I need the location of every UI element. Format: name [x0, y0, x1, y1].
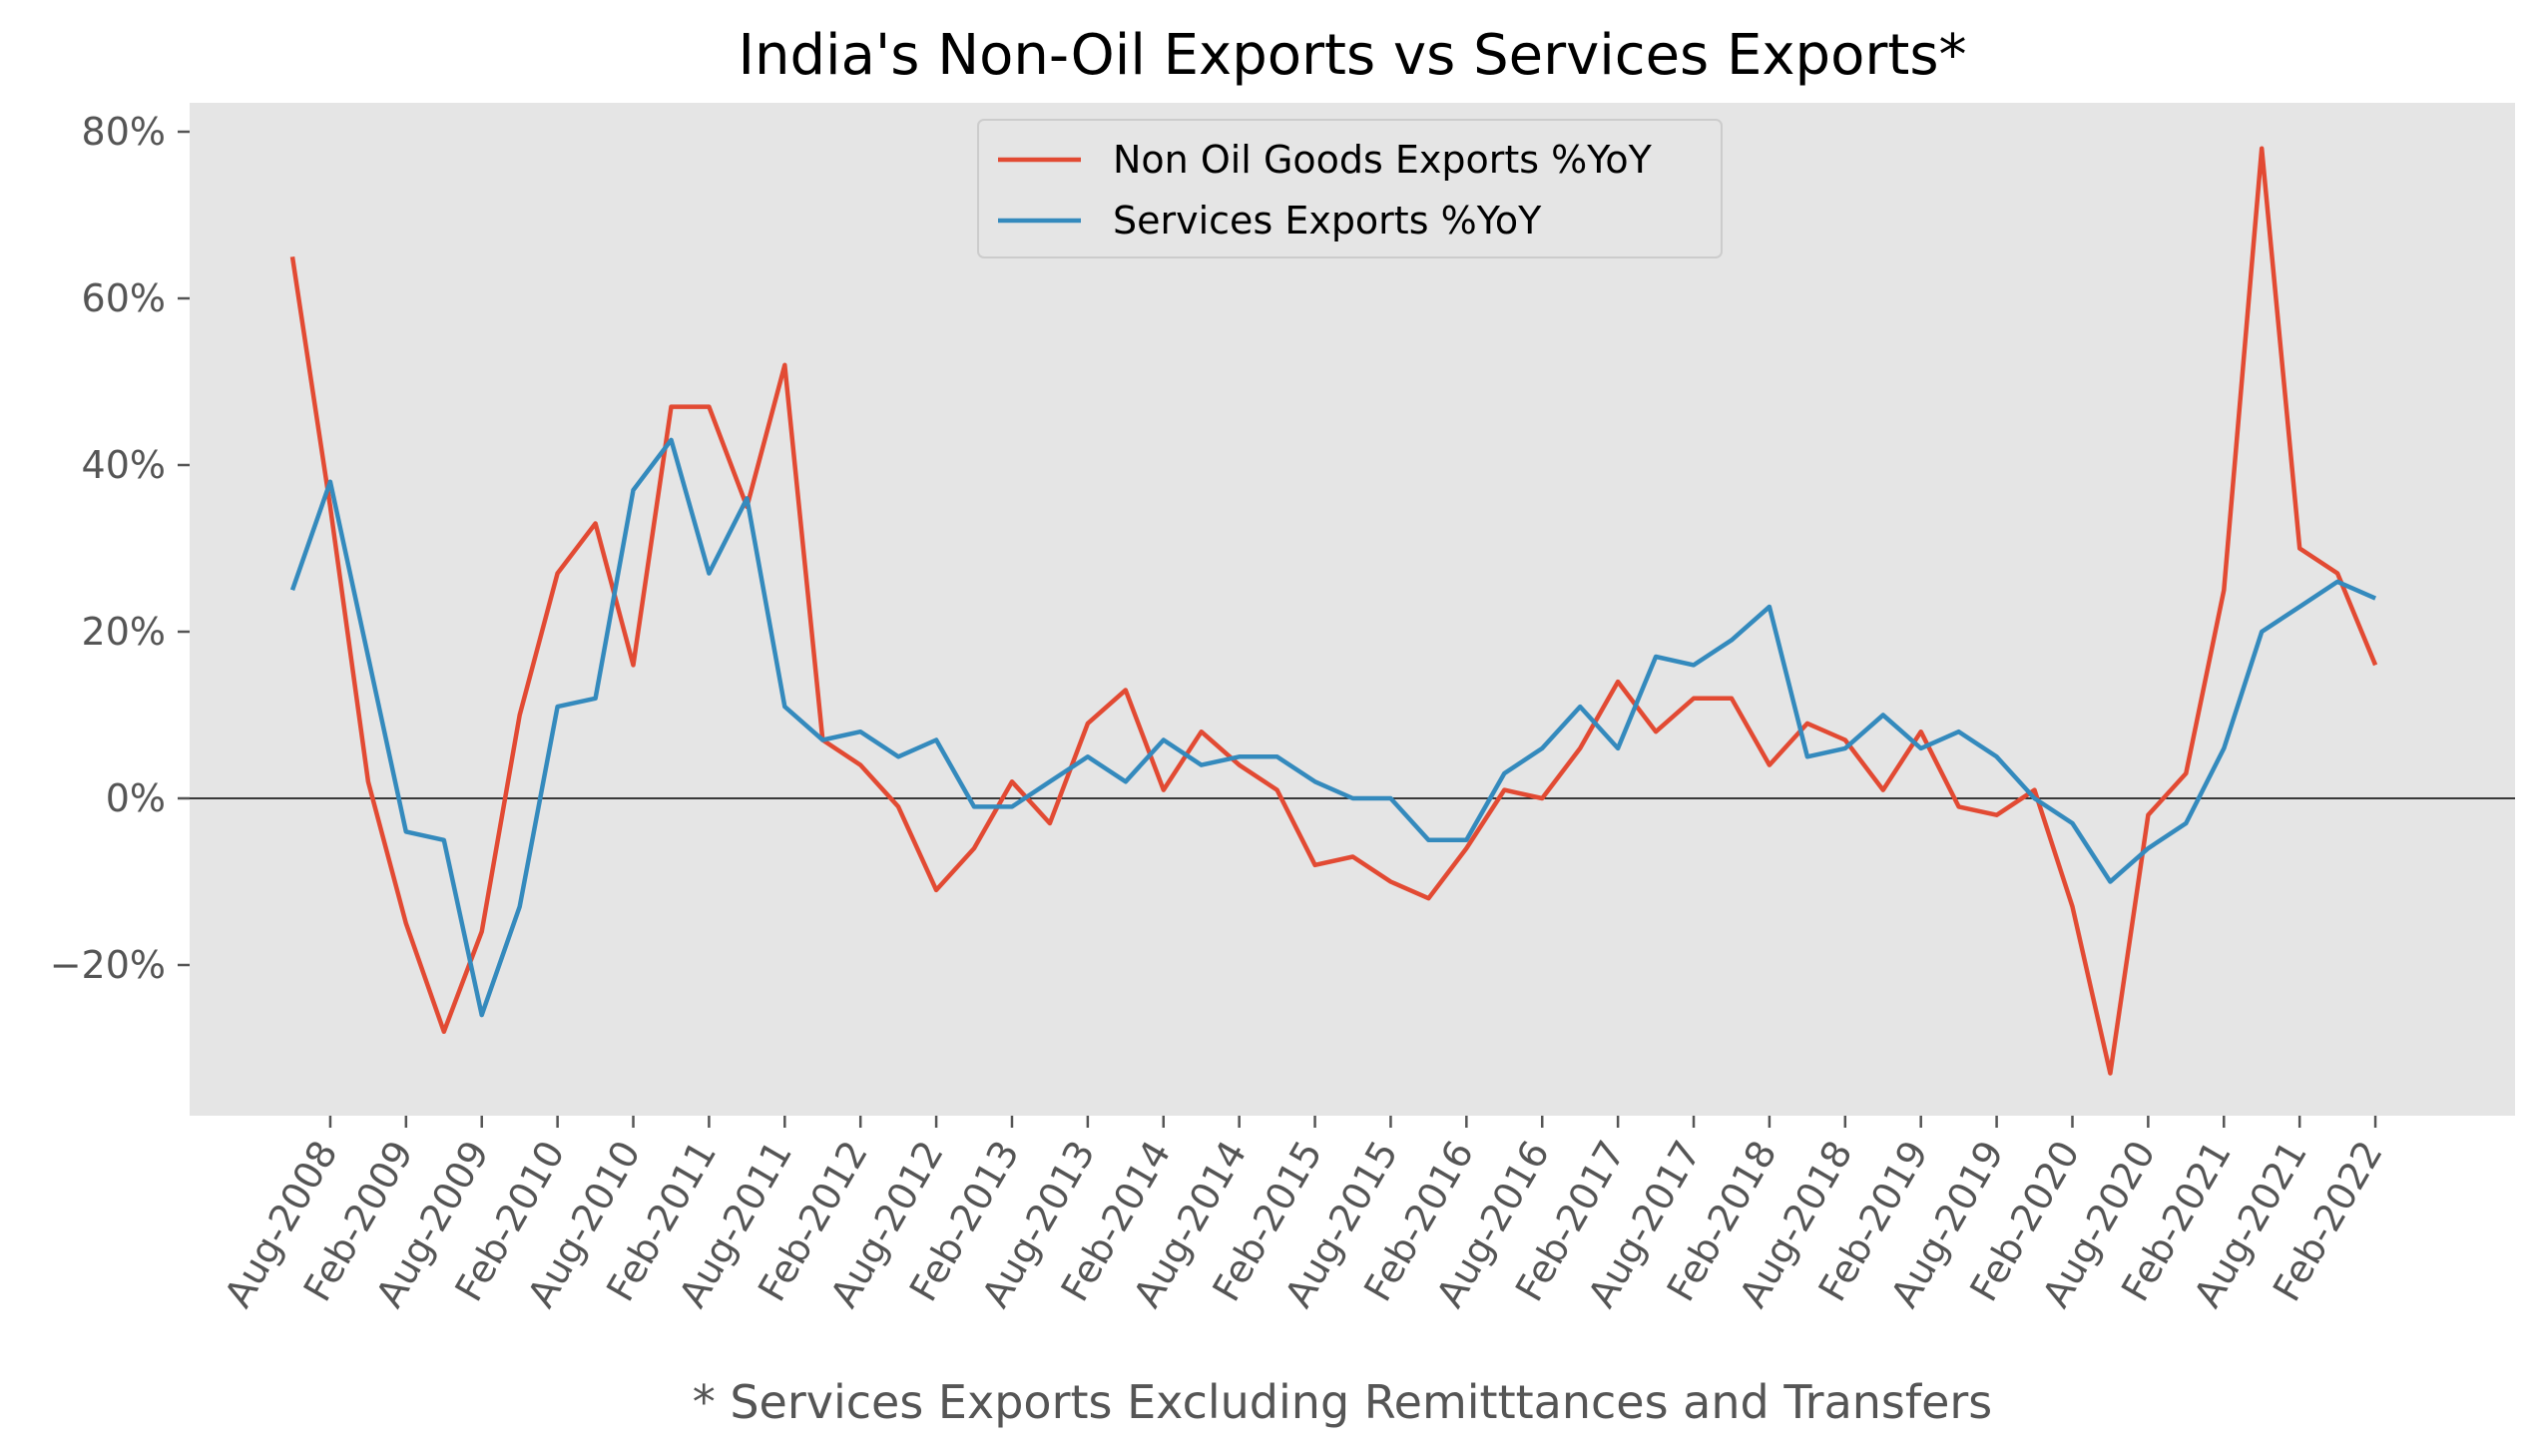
y-tick-label: 60%: [82, 276, 166, 320]
x-axis-label: * Services Exports Excluding Remitttance…: [693, 1375, 1993, 1429]
y-axis: −20% 0% 20% 40% 60% 80%: [50, 110, 190, 987]
y-tick-label: 40%: [82, 443, 166, 487]
legend-label-non-oil: Non Oil Goods Exports %YoY: [1113, 138, 1653, 182]
series-line-1: [289, 437, 2377, 1018]
y-tick-label: 0%: [106, 776, 166, 820]
legend-box: [977, 119, 1723, 258]
x-axis: Aug-2008Feb-2009Aug-2009Feb-2010Aug-2010…: [216, 1116, 2391, 1314]
legend: Non Oil Goods Exports %YoY Services Expo…: [977, 119, 1723, 258]
legend-label-services: Services Exports %YoY: [1113, 199, 1542, 243]
y-tick-label: 20%: [82, 610, 166, 654]
y-tick-label: −20%: [50, 943, 166, 987]
series-group: [289, 146, 2378, 1076]
chart-title: India's Non-Oil Exports vs Services Expo…: [738, 23, 1966, 88]
y-tick-label: 80%: [82, 110, 166, 154]
